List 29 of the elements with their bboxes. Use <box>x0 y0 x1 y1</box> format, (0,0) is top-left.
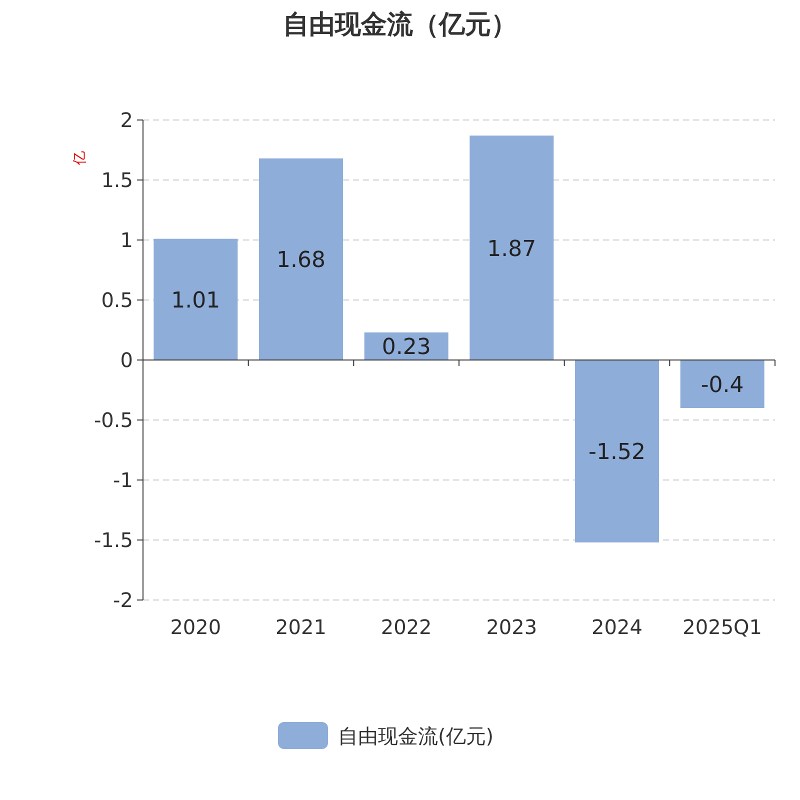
data-label: 0.23 <box>382 335 431 360</box>
y-tick-label: -1.5 <box>94 528 133 552</box>
x-tick-label: 2025Q1 <box>682 615 762 639</box>
y-tick-label: -1 <box>113 468 133 492</box>
data-label: -0.4 <box>700 373 744 398</box>
data-label: -1.52 <box>588 440 646 466</box>
y-axis-title: 亿 <box>72 151 88 166</box>
x-tick-label: 2021 <box>276 615 326 639</box>
x-tick-label: 2024 <box>592 615 642 639</box>
data-label: 1.68 <box>276 248 326 274</box>
bar <box>154 238 238 360</box>
y-tick-label: -2 <box>113 588 133 612</box>
chart-title: 自由现金流（亿元） <box>283 10 517 40</box>
bar <box>470 136 554 360</box>
bar <box>575 360 659 542</box>
data-label: 1.87 <box>487 236 536 262</box>
x-tick-label: 2020 <box>170 615 222 639</box>
bar <box>680 360 764 408</box>
y-tick-label: 1.5 <box>101 168 133 192</box>
x-tick-label: 2023 <box>486 615 538 639</box>
bar <box>259 158 343 360</box>
y-tick-label: 0.5 <box>101 288 133 312</box>
x-tick-label: 2022 <box>380 615 432 639</box>
y-tick-label: 1 <box>120 228 133 252</box>
data-label: 1.01 <box>171 288 220 314</box>
y-tick-label: 2 <box>120 108 133 132</box>
legend-label: 自由现金流(亿元) <box>338 724 494 748</box>
y-tick-label: -0.5 <box>94 408 133 432</box>
y-tick-label: 0 <box>120 348 133 372</box>
